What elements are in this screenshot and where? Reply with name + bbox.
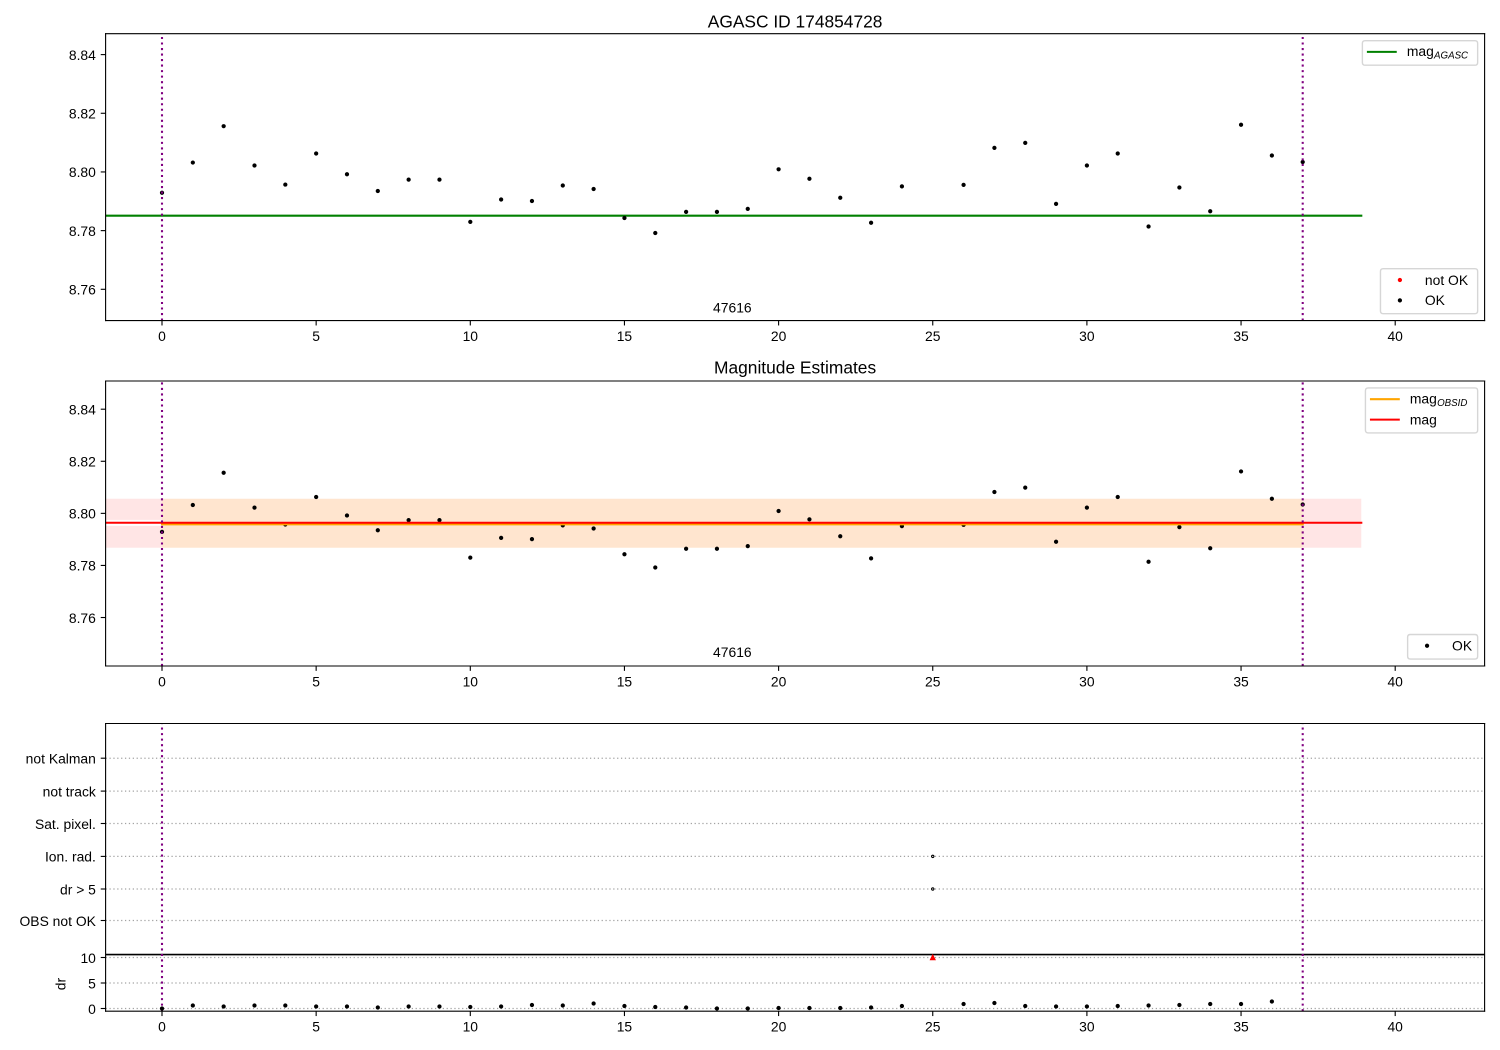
svg-text:8.78: 8.78 [69, 223, 96, 239]
svg-text:8.80: 8.80 [69, 164, 96, 180]
svg-text:30: 30 [1079, 673, 1095, 689]
svg-text:8.80: 8.80 [69, 506, 96, 522]
svg-text:8.78: 8.78 [69, 558, 96, 574]
svg-text:10: 10 [463, 673, 479, 689]
svg-text:10: 10 [463, 1018, 479, 1034]
svg-text:30: 30 [1079, 1018, 1095, 1034]
svg-text:magOBSID: magOBSID [1410, 390, 1467, 408]
svg-text:magAGASC: magAGASC [1407, 43, 1469, 61]
svg-text:dr: dr [52, 978, 68, 991]
svg-text:25: 25 [925, 673, 941, 689]
svg-text:15: 15 [617, 1018, 633, 1034]
svg-text:Sat. pixel.: Sat. pixel. [35, 816, 96, 832]
svg-text:35: 35 [1233, 673, 1249, 689]
svg-text:20: 20 [771, 1018, 787, 1034]
svg-text:Magnitude Estimates: Magnitude Estimates [714, 357, 876, 377]
svg-text:OBS not OK: OBS not OK [20, 913, 97, 929]
svg-text:5: 5 [312, 673, 320, 689]
svg-text:15: 15 [617, 328, 633, 344]
svg-text:not track: not track [43, 783, 96, 799]
svg-text:0: 0 [88, 1001, 96, 1017]
svg-text:15: 15 [617, 673, 633, 689]
svg-text:8.76: 8.76 [69, 282, 96, 298]
svg-text:25: 25 [925, 328, 941, 344]
svg-text:35: 35 [1233, 1018, 1249, 1034]
svg-text:5: 5 [312, 1018, 320, 1034]
svg-text:8.84: 8.84 [69, 47, 96, 63]
svg-text:8.82: 8.82 [69, 454, 96, 470]
svg-text:10: 10 [463, 328, 479, 344]
svg-text:35: 35 [1233, 328, 1249, 344]
svg-text:8.84: 8.84 [69, 401, 96, 417]
svg-text:8.76: 8.76 [69, 610, 96, 626]
svg-text:47616: 47616 [713, 300, 752, 316]
svg-text:0: 0 [158, 328, 166, 344]
svg-text:20: 20 [771, 673, 787, 689]
svg-text:8.82: 8.82 [69, 106, 96, 122]
svg-text:OK: OK [1425, 292, 1446, 308]
svg-text:OK: OK [1452, 638, 1473, 654]
svg-text:30: 30 [1079, 328, 1095, 344]
svg-text:5: 5 [312, 328, 320, 344]
svg-text:40: 40 [1387, 673, 1403, 689]
svg-text:mag: mag [1410, 411, 1437, 427]
svg-text:not Kalman: not Kalman [26, 750, 96, 766]
svg-text:47616: 47616 [713, 644, 752, 660]
svg-text:not OK: not OK [1425, 272, 1469, 288]
svg-text:40: 40 [1387, 328, 1403, 344]
svg-text:10: 10 [80, 950, 96, 966]
svg-text:0: 0 [158, 673, 166, 689]
svg-text:40: 40 [1387, 1018, 1403, 1034]
svg-text:0: 0 [158, 1018, 166, 1034]
svg-text:25: 25 [925, 1018, 941, 1034]
svg-text:Ion. rad.: Ion. rad. [45, 849, 96, 865]
svg-text:AGASC ID 174854728: AGASC ID 174854728 [708, 11, 883, 31]
svg-text:20: 20 [771, 328, 787, 344]
svg-text:dr > 5: dr > 5 [60, 881, 96, 897]
svg-text:5: 5 [88, 975, 96, 991]
